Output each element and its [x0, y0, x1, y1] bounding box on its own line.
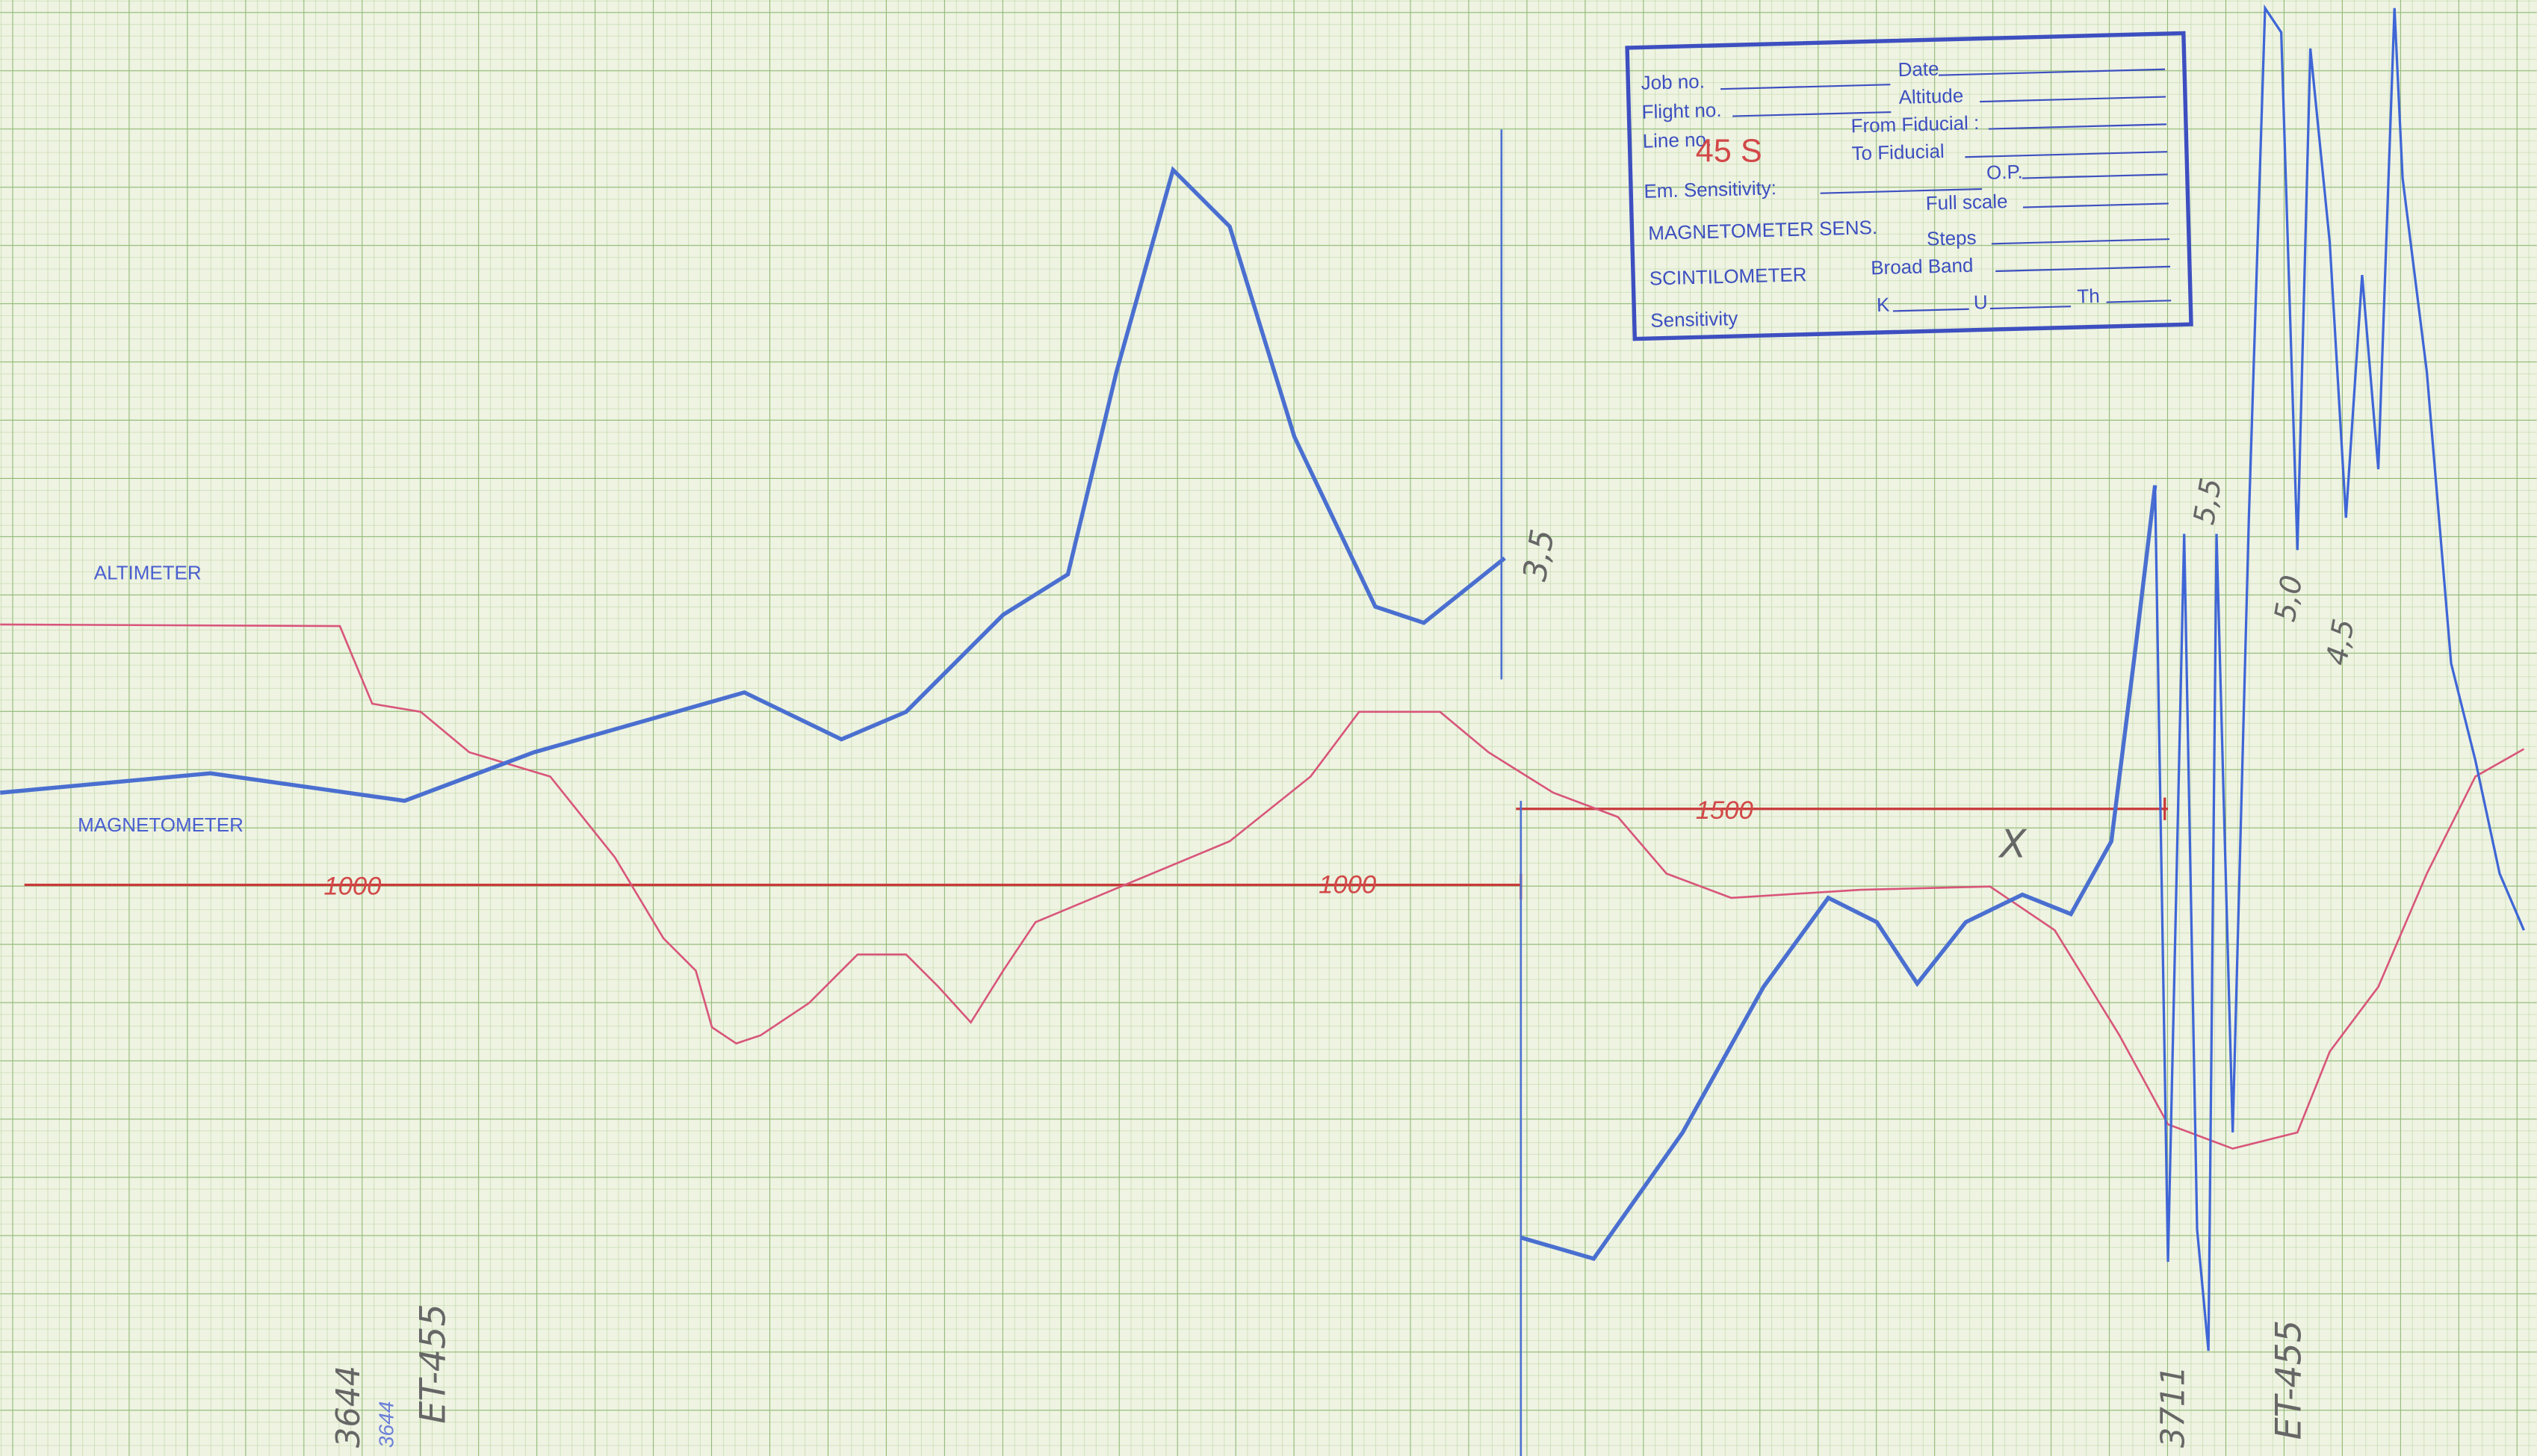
fiducial-line: [1500, 129, 1522, 1456]
altimeter-trace: [0, 623, 2525, 1150]
magnetometer-trace: [0, 166, 1506, 803]
flight-id: ET-455: [413, 1304, 454, 1423]
stamp-label: Altitude: [1898, 84, 1963, 108]
annotation: X: [1998, 823, 2028, 867]
flight-id: ET-455: [2269, 1320, 2310, 1440]
annotation: 5,5: [2187, 476, 2228, 527]
stamp-border: [1625, 31, 2193, 341]
stamp-label: O.P.: [1986, 161, 2023, 184]
trace-label: MAGNETOMETER: [78, 814, 244, 836]
stamp-label: SCINTILOMETER: [1649, 263, 1806, 290]
trace-label: ALTIMETER: [94, 561, 202, 583]
line-number: 45 S: [1696, 134, 1762, 170]
stamp-label: Broad Band: [1871, 254, 1974, 279]
stamp-label: Th: [2077, 285, 2100, 308]
stamp-label: Job no.: [1641, 70, 1705, 94]
annotation: 3,5: [1517, 527, 1562, 583]
stamp-label: From Fiducial :: [1850, 111, 1979, 137]
fiducial-number: 3644: [330, 1366, 368, 1448]
scale-label: 1000: [323, 873, 381, 901]
stamp-lines: [1720, 68, 2172, 312]
scale-line: [24, 797, 2169, 900]
stamp-label: Date: [1898, 58, 1939, 81]
stamp-label: U: [1974, 291, 1989, 313]
stamp-label: Em. Sensitivity:: [1644, 176, 1776, 202]
stamp-label: Flight no.: [1641, 99, 1722, 123]
fiducial-number: 3644: [374, 1401, 397, 1449]
fiducial-number: 3711: [2155, 1366, 2193, 1448]
stamp: Job no. Date Flight no. Altitude Line no…: [1625, 31, 2193, 341]
magnetometer-trace: [2154, 4, 2525, 1351]
stamp-label: Sensitivity: [1650, 307, 1738, 332]
stamp-label: Full scale: [1925, 190, 2007, 214]
scale-label: 1000: [1319, 870, 1376, 899]
stamp-label: Line no.: [1642, 128, 1712, 152]
annotation: 4,5: [2320, 616, 2361, 668]
annotation: 5,0: [2268, 573, 2309, 625]
magnetometer-trace: [1520, 485, 2157, 1261]
stamp-label: Steps: [1927, 226, 1977, 250]
scale-label: 1500: [1696, 796, 1753, 825]
stamp-label: K: [1877, 294, 1891, 316]
stamp-label: To Fiducial: [1851, 140, 1945, 164]
